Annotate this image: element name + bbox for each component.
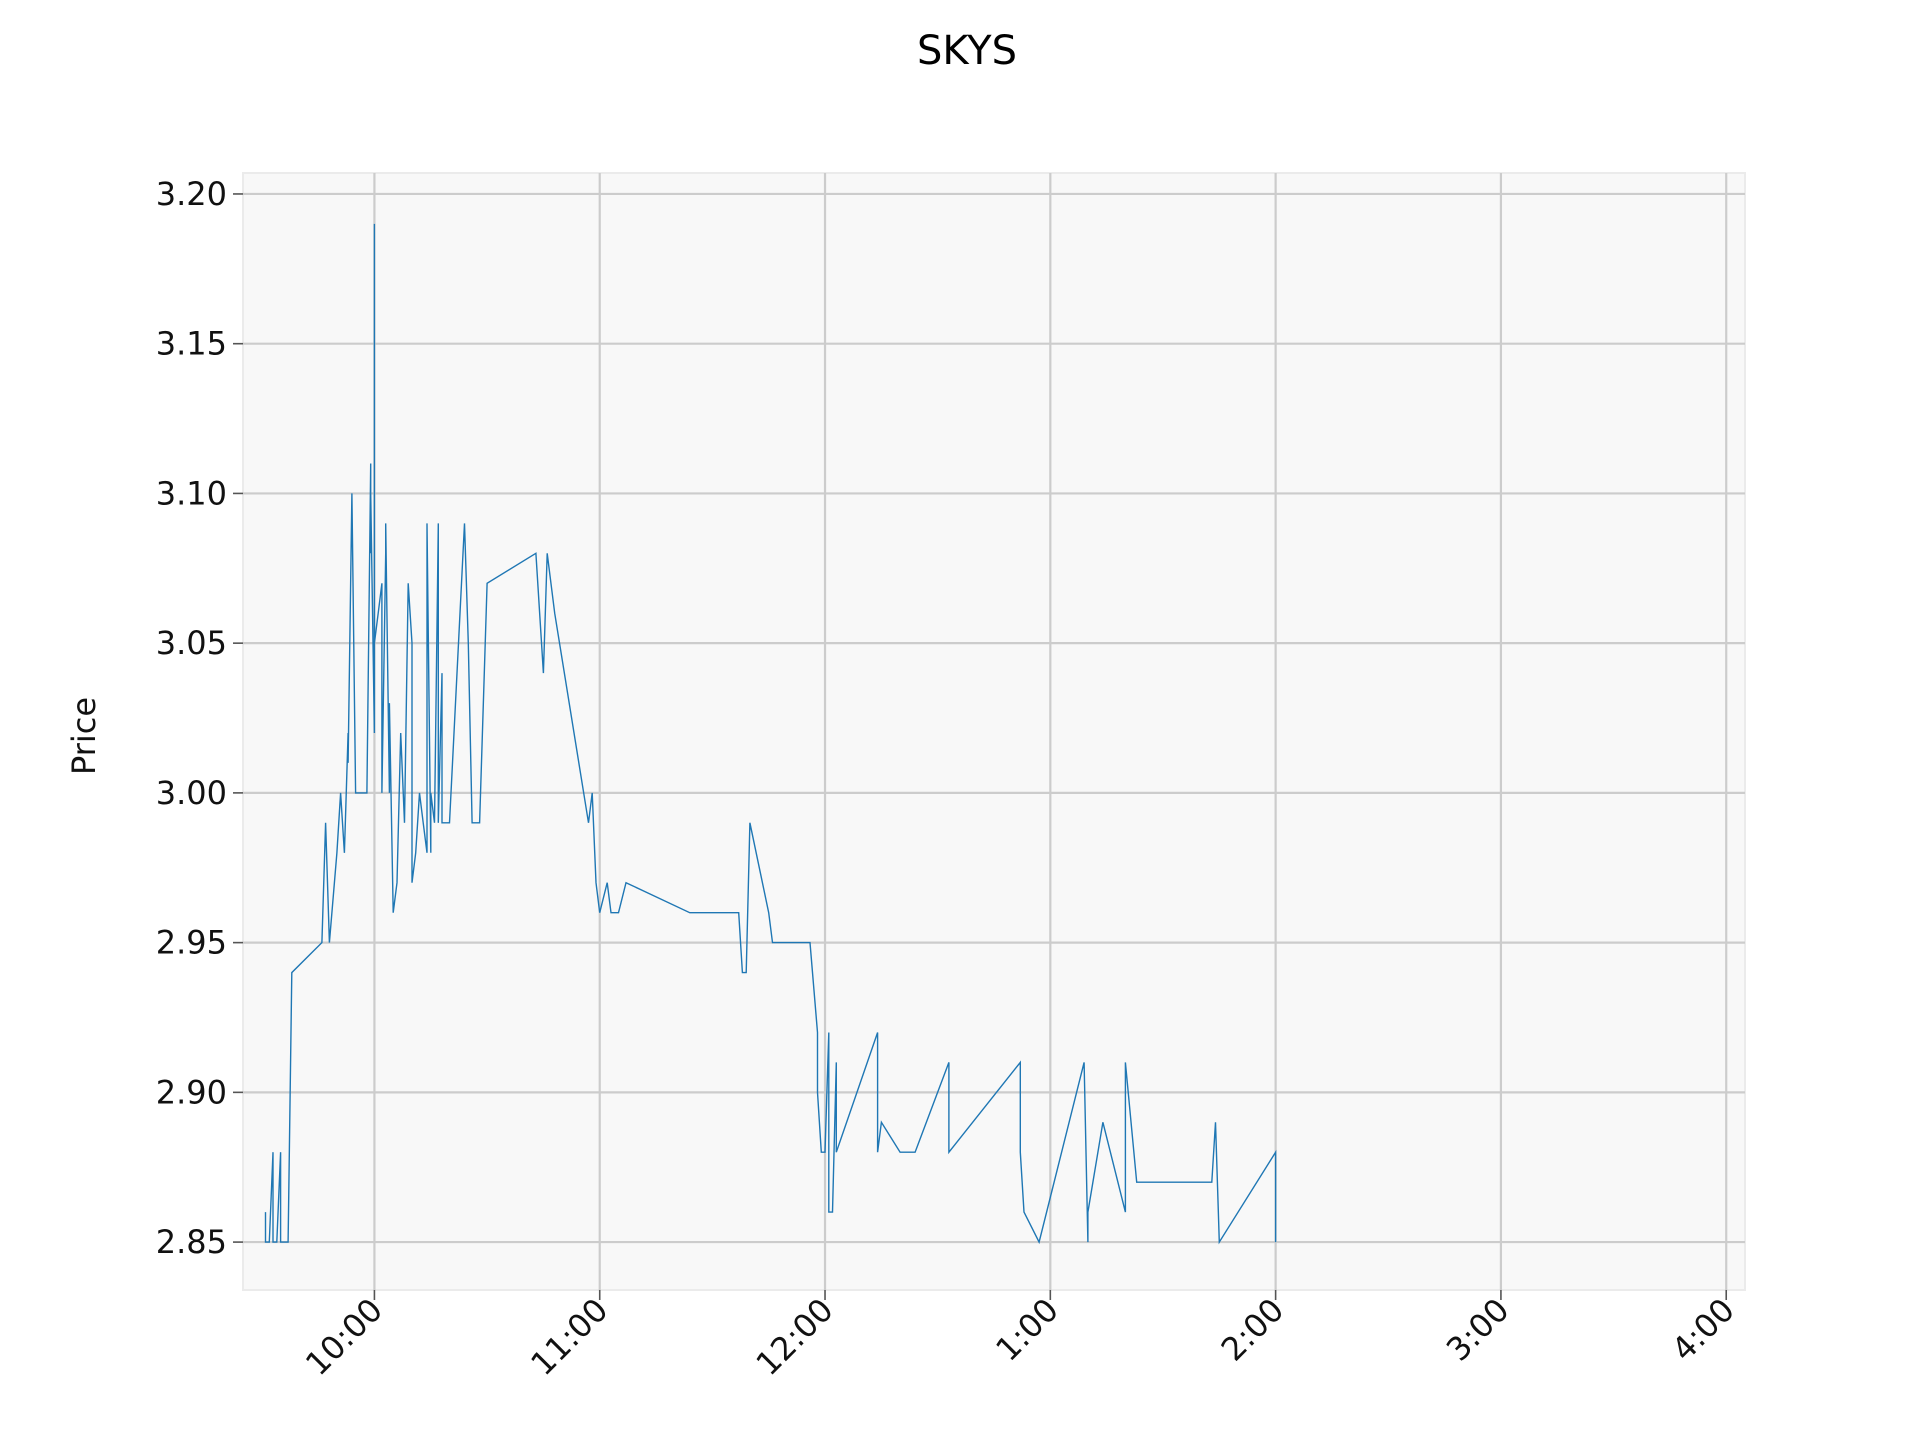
y-tick-label: 3.10: [156, 474, 227, 512]
chart-title: SKYS: [917, 28, 1017, 74]
x-tick-label: 11:00: [523, 1291, 615, 1383]
y-axis-label: Price: [65, 697, 103, 775]
x-tick-label: 3:00: [1439, 1291, 1517, 1369]
y-tick-label: 3.00: [156, 774, 227, 812]
y-tick-label: 3.05: [156, 624, 227, 662]
y-tick-label: 2.85: [156, 1223, 227, 1261]
x-tick-label: 1:00: [988, 1291, 1066, 1369]
x-tick-label: 10:00: [298, 1291, 390, 1383]
y-tick-label: 3.20: [156, 175, 227, 213]
x-tick-label: 12:00: [749, 1291, 841, 1383]
y-tick-label: 3.15: [156, 325, 227, 363]
y-axis: 2.85 2.90 2.95 3.00 3.05 3.10 3.15 3.20: [156, 175, 243, 1261]
y-tick-label: 2.95: [156, 924, 227, 962]
y-tick-label: 2.90: [156, 1073, 227, 1111]
x-axis: 10:00 11:00 12:00 1:00 2:00 3:00 4:00: [298, 1290, 1742, 1383]
x-tick-label: 2:00: [1214, 1291, 1292, 1369]
y-gridlines: [243, 192, 1745, 1244]
price-line: [264, 223, 1277, 1245]
plot-area: [242, 172, 1746, 1291]
x-tick-label: 4:00: [1664, 1291, 1742, 1369]
